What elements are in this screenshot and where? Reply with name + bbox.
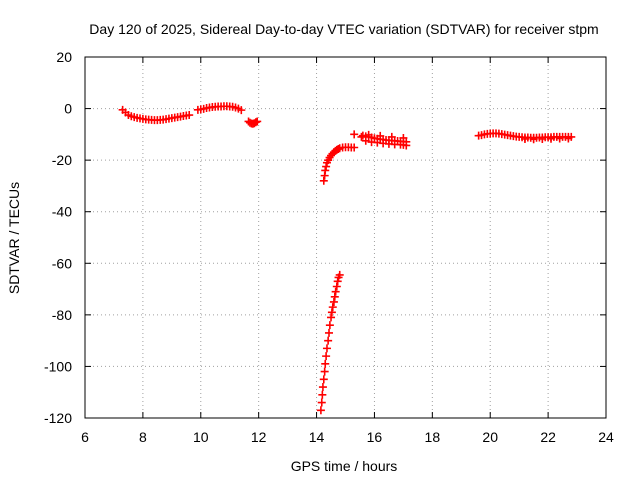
data-point — [327, 308, 336, 317]
data-point — [324, 336, 333, 345]
x-tick-label: 6 — [81, 429, 89, 445]
y-tick-label: -40 — [52, 204, 72, 220]
data-point — [361, 136, 370, 145]
data-point — [332, 282, 341, 291]
data-point — [317, 398, 326, 407]
x-tick-label: 8 — [139, 429, 147, 445]
plot-frame — [84, 56, 607, 419]
axis-ticks — [84, 56, 607, 419]
data-point — [333, 277, 342, 286]
series-seg6 — [350, 130, 411, 150]
x-tick-label: 10 — [193, 429, 209, 445]
data-point — [335, 270, 344, 279]
data-point — [253, 117, 262, 126]
x-tick-label: 18 — [425, 429, 441, 445]
y-tick-label: -100 — [44, 358, 72, 374]
series-seg3 — [244, 117, 262, 128]
data-point — [547, 134, 556, 143]
data-point — [402, 141, 411, 150]
data-point — [520, 134, 529, 143]
data-point — [325, 321, 334, 330]
x-axis-label: GPS time / hours — [291, 458, 398, 474]
data-points — [118, 102, 576, 415]
data-point — [319, 375, 328, 384]
data-point — [316, 406, 325, 415]
data-point — [387, 132, 396, 141]
y-tick-label: 20 — [56, 49, 72, 65]
data-point — [564, 134, 573, 143]
data-point — [325, 328, 334, 337]
data-point — [322, 344, 331, 353]
data-point — [321, 166, 330, 175]
data-point — [322, 352, 331, 361]
data-point — [555, 134, 564, 143]
data-point — [327, 313, 336, 322]
data-point — [237, 106, 246, 115]
data-point — [330, 292, 339, 301]
data-point — [318, 390, 327, 399]
series-seg1 — [118, 105, 194, 125]
data-point — [185, 111, 194, 120]
data-point — [350, 130, 359, 139]
data-point — [376, 131, 385, 140]
series-seg2 — [193, 102, 246, 115]
data-point — [538, 134, 547, 143]
y-tick-label: -20 — [52, 152, 72, 168]
x-tick-label: 22 — [540, 429, 556, 445]
y-tick-label: -60 — [52, 255, 72, 271]
data-point — [322, 162, 331, 171]
y-axis-label: SDTVAR / TECUs — [6, 182, 22, 294]
data-point — [329, 297, 338, 306]
data-point — [350, 143, 359, 152]
series-seg4 — [319, 143, 359, 185]
data-point — [529, 135, 538, 144]
chart-title: Day 120 of 2025, Sidereal Day-to-day VTE… — [89, 21, 598, 37]
y-tick-label: 0 — [64, 101, 72, 117]
grid-lines — [85, 57, 606, 418]
x-tick-label: 24 — [598, 429, 614, 445]
x-tick-label: 16 — [367, 429, 383, 445]
series-seg7 — [474, 129, 576, 144]
tick-labels: 6 8 10 12 14 16 18 20 22 24 -120 -100 -80 -60 -40 -20 0 2… — [44, 49, 614, 445]
x-tick-label: 20 — [482, 429, 498, 445]
data-point — [321, 359, 330, 368]
data-point — [318, 383, 327, 392]
x-tick-label: 14 — [309, 429, 325, 445]
data-point — [320, 367, 329, 376]
data-point — [331, 287, 340, 296]
data-point — [328, 303, 337, 312]
y-tick-label: -120 — [44, 410, 72, 426]
series-seg5 — [316, 270, 344, 415]
y-tick-label: -80 — [52, 307, 72, 323]
data-point — [399, 133, 408, 142]
data-point — [364, 130, 373, 139]
x-tick-label: 12 — [251, 429, 267, 445]
data-point — [319, 176, 328, 185]
